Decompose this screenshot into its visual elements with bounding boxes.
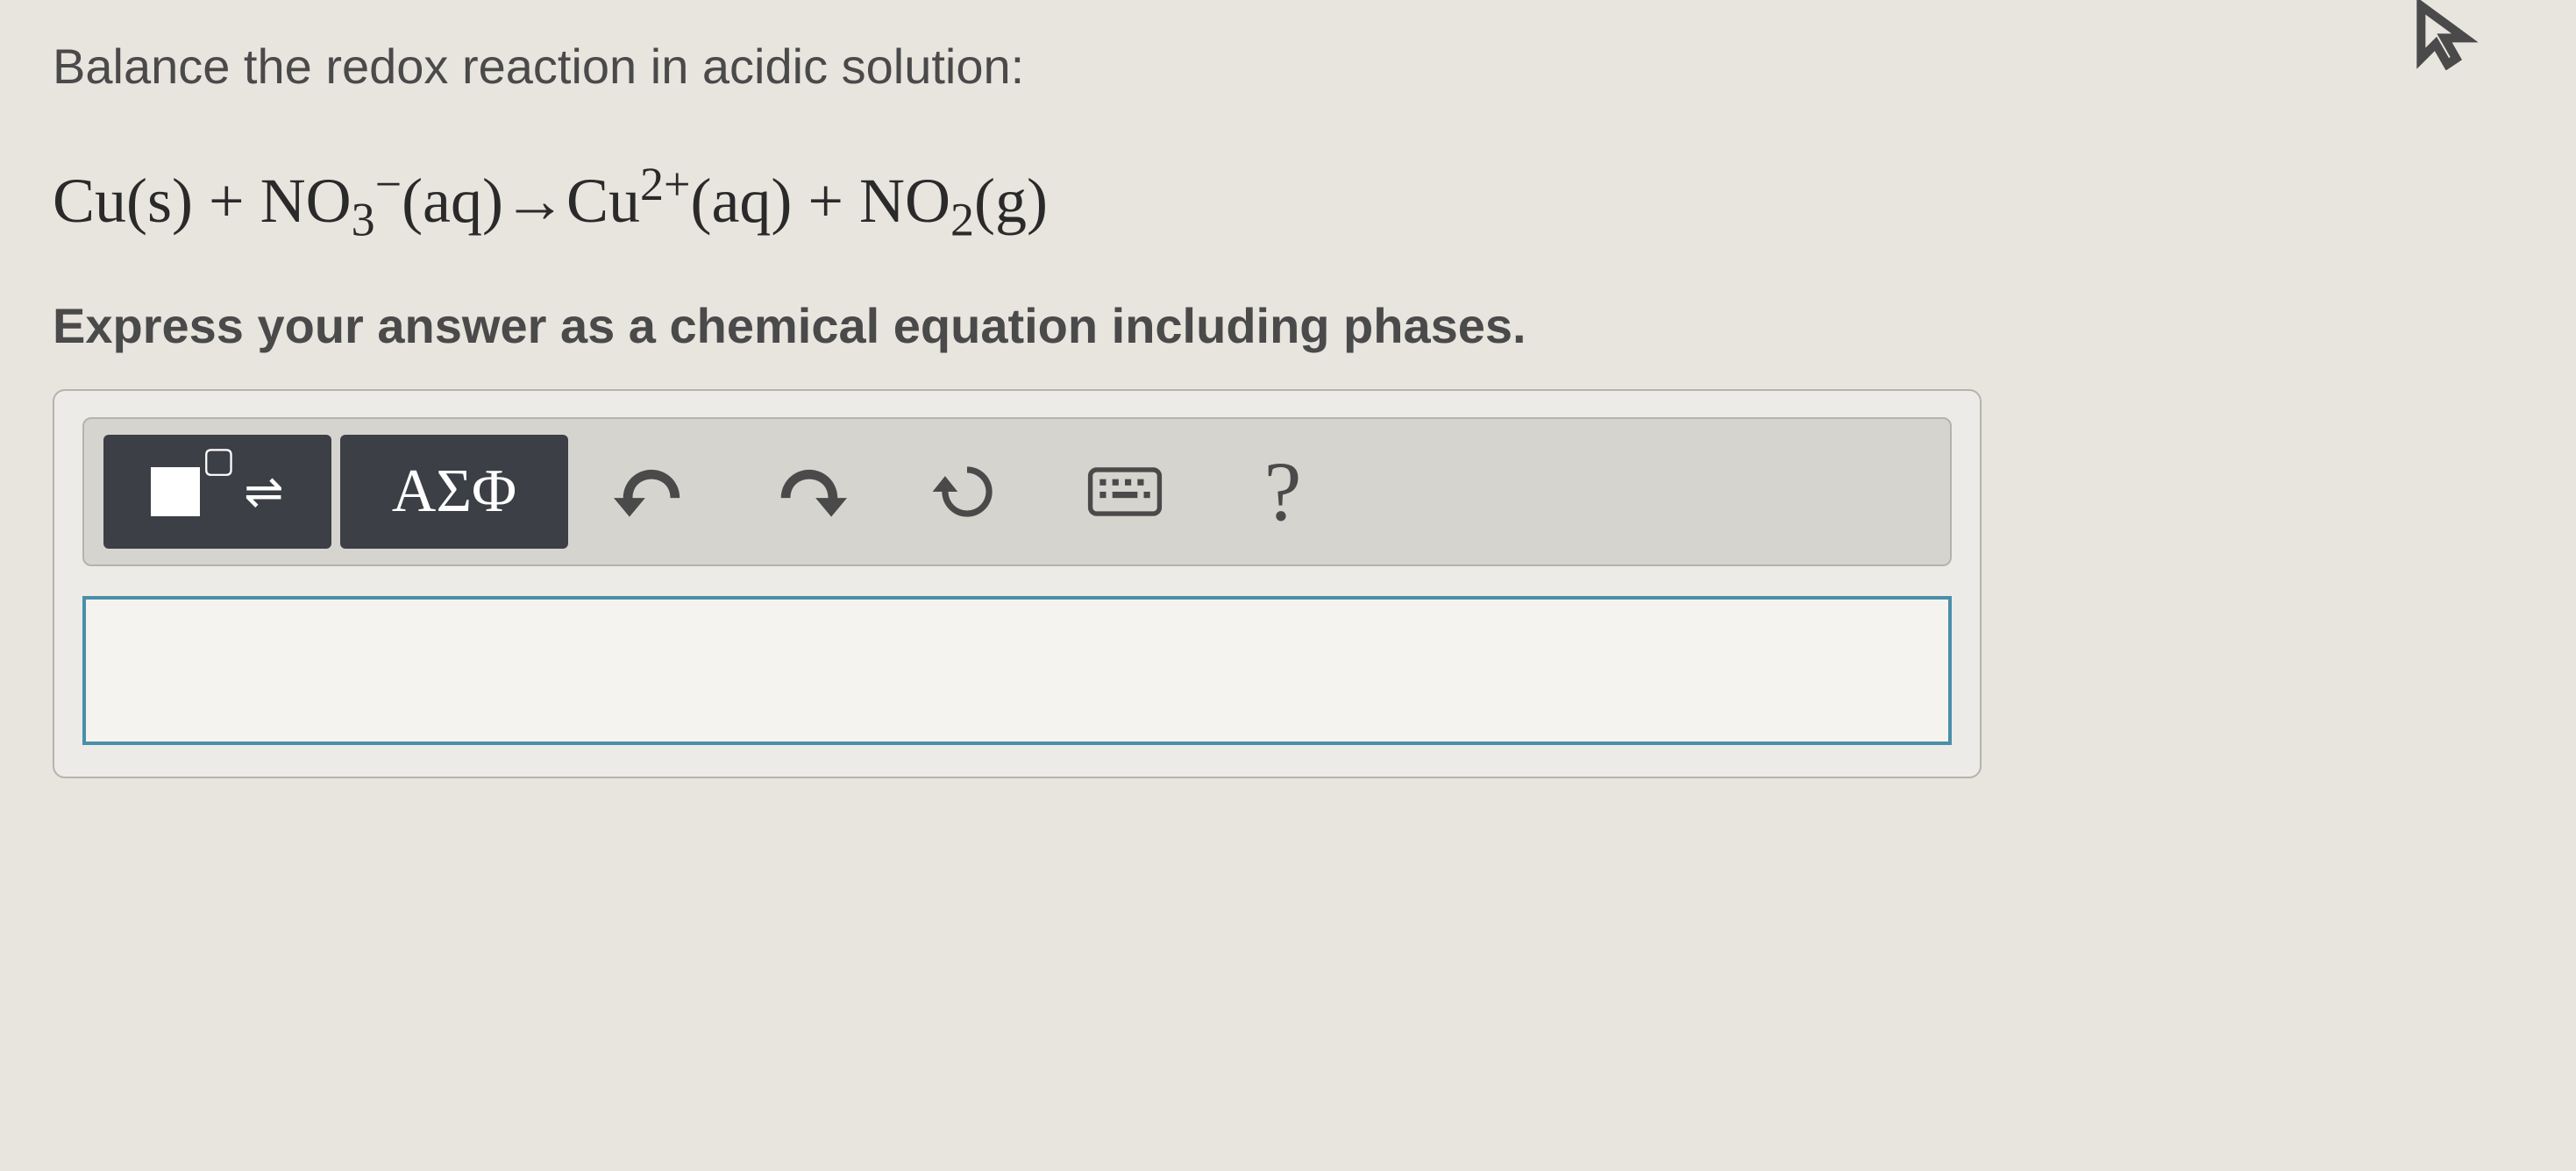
help-button[interactable]: ?: [1208, 435, 1357, 549]
answer-instruction: Express your answer as a chemical equati…: [53, 297, 2523, 354]
reset-button[interactable]: [893, 435, 1042, 549]
placeholder-box-icon: [151, 467, 200, 516]
chemical-equation-input[interactable]: [82, 596, 1952, 745]
redo-icon: [772, 454, 847, 529]
keyboard-icon: [1087, 454, 1163, 529]
template-format-button[interactable]: ▢ ⇌: [103, 435, 331, 549]
mouse-cursor-icon: [2409, 0, 2480, 75]
undo-button[interactable]: [577, 435, 726, 549]
undo-icon: [614, 454, 689, 529]
equilibrium-arrows-icon: ⇌: [244, 464, 283, 519]
formula-toolbar: ▢ ⇌ ΑΣΦ ?: [82, 417, 1952, 566]
answer-container: ▢ ⇌ ΑΣΦ ?: [53, 389, 1982, 778]
redo-button[interactable]: [735, 435, 884, 549]
question-prompt: Balance the redox reaction in acidic sol…: [53, 35, 2523, 99]
keyboard-button[interactable]: [1050, 435, 1199, 549]
superscript-placeholder-icon: ▢: [202, 440, 235, 480]
chemical-equation: Cu(s) + NO3−(aq)→Cu2+(aq) + NO2(g): [53, 152, 2523, 253]
greek-symbols-button[interactable]: ΑΣΦ: [340, 435, 568, 549]
reset-icon: [929, 454, 1005, 529]
